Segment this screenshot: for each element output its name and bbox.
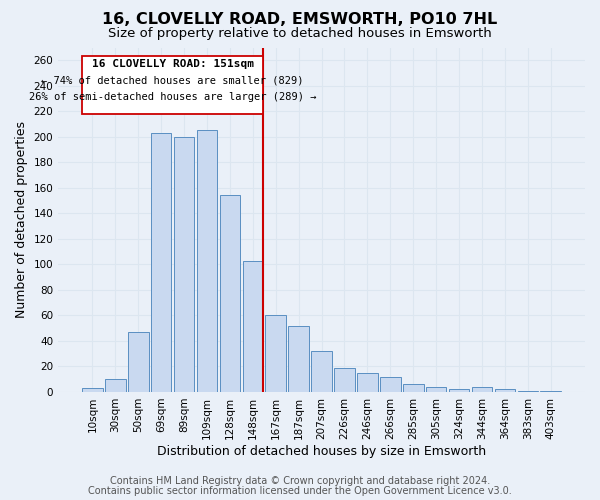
Bar [105, 379, 125, 392]
Bar [472, 387, 493, 392]
Bar [449, 390, 469, 392]
Text: 26% of semi-detached houses are larger (289) →: 26% of semi-detached houses are larger (… [29, 92, 316, 102]
Bar [357, 373, 378, 392]
Text: Contains HM Land Registry data © Crown copyright and database right 2024.: Contains HM Land Registry data © Crown c… [110, 476, 490, 486]
Text: Contains public sector information licensed under the Open Government Licence v3: Contains public sector information licen… [88, 486, 512, 496]
Text: ← 74% of detached houses are smaller (829): ← 74% of detached houses are smaller (82… [41, 76, 304, 86]
Bar [403, 384, 424, 392]
Bar [518, 390, 538, 392]
Bar [289, 326, 309, 392]
Bar [426, 387, 446, 392]
Bar [220, 196, 240, 392]
Bar [174, 137, 194, 392]
FancyBboxPatch shape [82, 56, 263, 114]
Bar [197, 130, 217, 392]
Text: 16 CLOVELLY ROAD: 151sqm: 16 CLOVELLY ROAD: 151sqm [92, 59, 254, 69]
Bar [494, 390, 515, 392]
Text: Size of property relative to detached houses in Emsworth: Size of property relative to detached ho… [108, 28, 492, 40]
Text: 16, CLOVELLY ROAD, EMSWORTH, PO10 7HL: 16, CLOVELLY ROAD, EMSWORTH, PO10 7HL [103, 12, 497, 28]
Bar [265, 316, 286, 392]
Bar [82, 388, 103, 392]
Bar [311, 351, 332, 392]
X-axis label: Distribution of detached houses by size in Emsworth: Distribution of detached houses by size … [157, 444, 486, 458]
Bar [128, 332, 149, 392]
Bar [242, 260, 263, 392]
Bar [380, 376, 401, 392]
Bar [334, 368, 355, 392]
Bar [541, 390, 561, 392]
Bar [151, 133, 172, 392]
Y-axis label: Number of detached properties: Number of detached properties [15, 121, 28, 318]
